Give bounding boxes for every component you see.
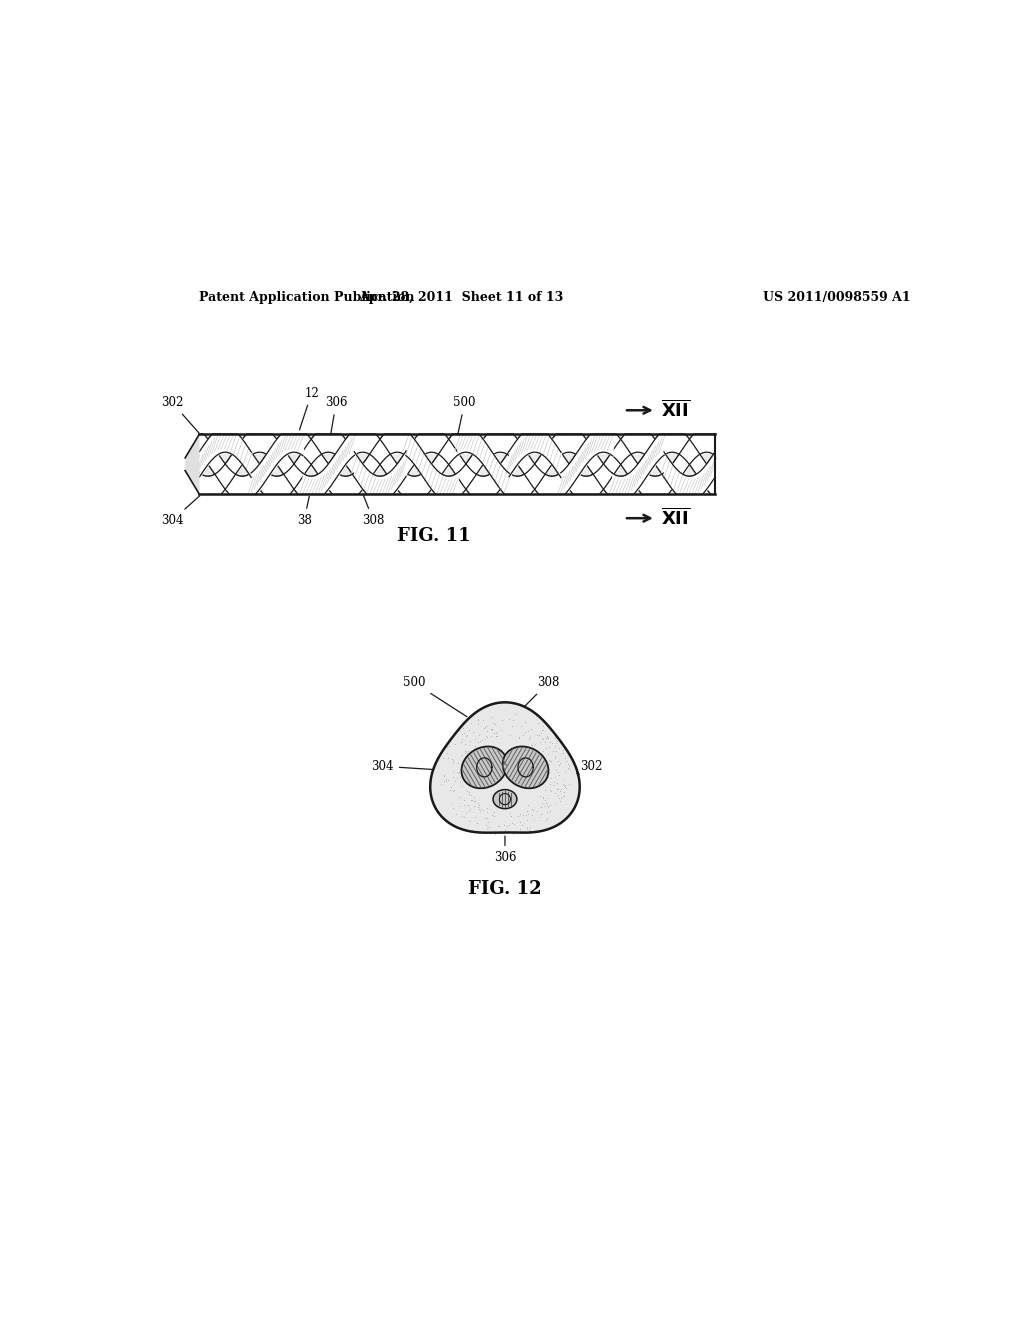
Text: 500: 500 <box>454 396 476 434</box>
Text: 304: 304 <box>372 760 435 772</box>
Text: 306: 306 <box>494 836 516 865</box>
Text: 500: 500 <box>403 676 467 717</box>
Text: $\mathbf{\overline{XII}}$: $\mathbf{\overline{XII}}$ <box>662 400 690 421</box>
Text: 308: 308 <box>519 676 559 713</box>
Text: 302: 302 <box>572 760 603 772</box>
Text: 38: 38 <box>297 494 311 527</box>
Text: 12: 12 <box>299 387 318 430</box>
Polygon shape <box>185 434 200 495</box>
Polygon shape <box>430 702 580 833</box>
Text: $\mathbf{\overline{XII}}$: $\mathbf{\overline{XII}}$ <box>662 508 690 528</box>
Text: 308: 308 <box>362 495 384 527</box>
Ellipse shape <box>503 747 549 788</box>
Ellipse shape <box>494 789 517 809</box>
Text: Patent Application Publication: Patent Application Publication <box>200 292 415 304</box>
Text: 302: 302 <box>161 396 202 436</box>
Text: 304: 304 <box>161 492 204 527</box>
Ellipse shape <box>462 747 507 788</box>
Text: FIG. 11: FIG. 11 <box>396 527 470 545</box>
Text: 306: 306 <box>325 396 347 434</box>
Text: Apr. 28, 2011  Sheet 11 of 13: Apr. 28, 2011 Sheet 11 of 13 <box>359 292 563 304</box>
Text: FIG. 12: FIG. 12 <box>468 880 542 898</box>
Text: US 2011/0098559 A1: US 2011/0098559 A1 <box>763 292 910 304</box>
